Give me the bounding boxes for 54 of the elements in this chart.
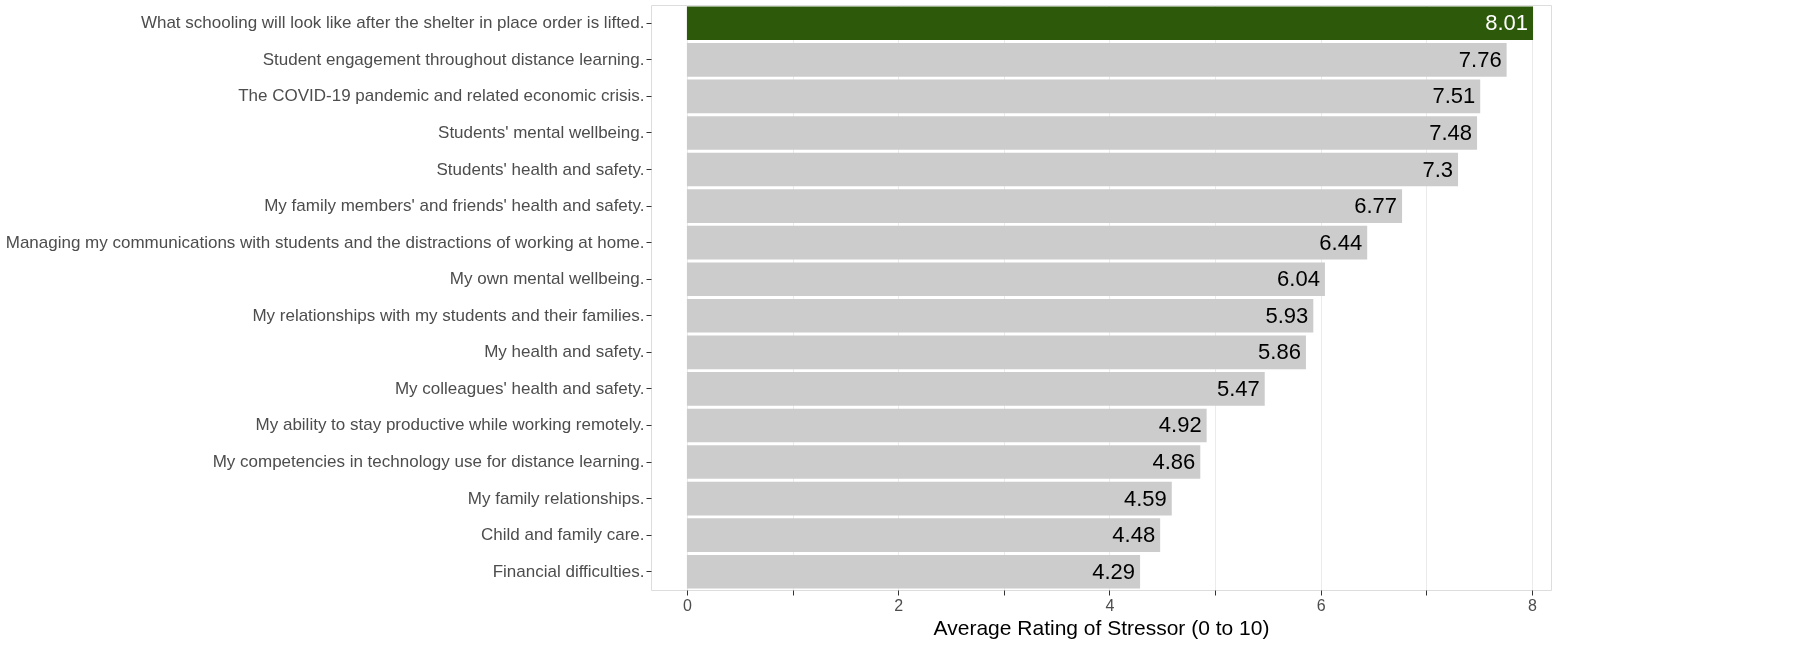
bar [686, 262, 1325, 297]
y-tick-label: Financial difficulties. [492, 561, 645, 581]
data-label: 5.93 [1265, 302, 1309, 328]
bar [686, 372, 1265, 406]
data-label: 8.01 [1485, 10, 1529, 36]
y-tick-label: Students' mental wellbeing. [438, 122, 645, 142]
data-label: 4.92 [1158, 412, 1202, 438]
y-tick-label: My own mental wellbeing. [449, 269, 645, 289]
bar [686, 189, 1403, 223]
y-tick-label: My family relationships. [467, 488, 645, 508]
bar [686, 481, 1172, 516]
data-label: 6.77 [1354, 193, 1398, 219]
x-tick-label: 2 [894, 596, 904, 614]
bar [686, 6, 1534, 41]
data-label: 5.86 [1258, 339, 1301, 365]
data-label: 5.47 [1216, 375, 1260, 401]
bar [686, 408, 1207, 443]
bar [686, 225, 1368, 260]
bar [686, 335, 1306, 370]
bar [686, 554, 1141, 589]
data-label: 7.76 [1458, 46, 1502, 72]
data-label: 7.48 [1429, 119, 1473, 145]
bar [686, 79, 1481, 114]
y-tick-label: Student engagement throughout distance learning. [262, 49, 645, 69]
bar [686, 445, 1201, 479]
x-axis-title: Average Rating of Stressor (0 to 10) [933, 615, 1270, 639]
bar [686, 116, 1478, 150]
bar [686, 152, 1459, 187]
data-label: 4.29 [1092, 558, 1136, 584]
x-tick-label: 4 [1105, 596, 1115, 614]
y-tick-label: The COVID-19 pandemic and related economic crisis. [238, 86, 645, 106]
data-label: 6.04 [1277, 266, 1320, 292]
data-label: 7.3 [1422, 156, 1454, 182]
data-label: 4.48 [1112, 522, 1156, 548]
y-tick-label: Child and family care. [481, 525, 645, 545]
data-label: 6.44 [1319, 229, 1363, 255]
y-tick-label: Managing my communications with students and the distractions of working at home. [5, 232, 645, 252]
bar [686, 43, 1507, 77]
x-tick-label: 8 [1528, 596, 1538, 614]
y-tick-label: My health and safety. [484, 342, 645, 362]
data-label: 4.59 [1123, 485, 1167, 511]
data-label: 7.51 [1432, 83, 1476, 109]
y-tick-label: Students' health and safety. [436, 159, 645, 179]
data-label: 4.86 [1152, 449, 1196, 475]
y-tick-label: My family members' and friends' health and safety. [264, 196, 645, 216]
y-tick-label: What schooling will look like after the shelter in place order is lifted. [140, 13, 645, 33]
x-tick-label: 6 [1316, 596, 1326, 614]
bar [686, 298, 1314, 333]
y-tick-label: My relationships with my students and their families. [252, 305, 645, 325]
y-tick-label: My ability to stay productive while working remotely. [255, 415, 645, 435]
y-tick-label: My colleagues' health and safety. [394, 378, 645, 398]
x-tick-label: 0 [682, 596, 692, 614]
y-tick-label: My competencies in technology use for distance learning. [212, 452, 645, 472]
bar [686, 518, 1161, 552]
